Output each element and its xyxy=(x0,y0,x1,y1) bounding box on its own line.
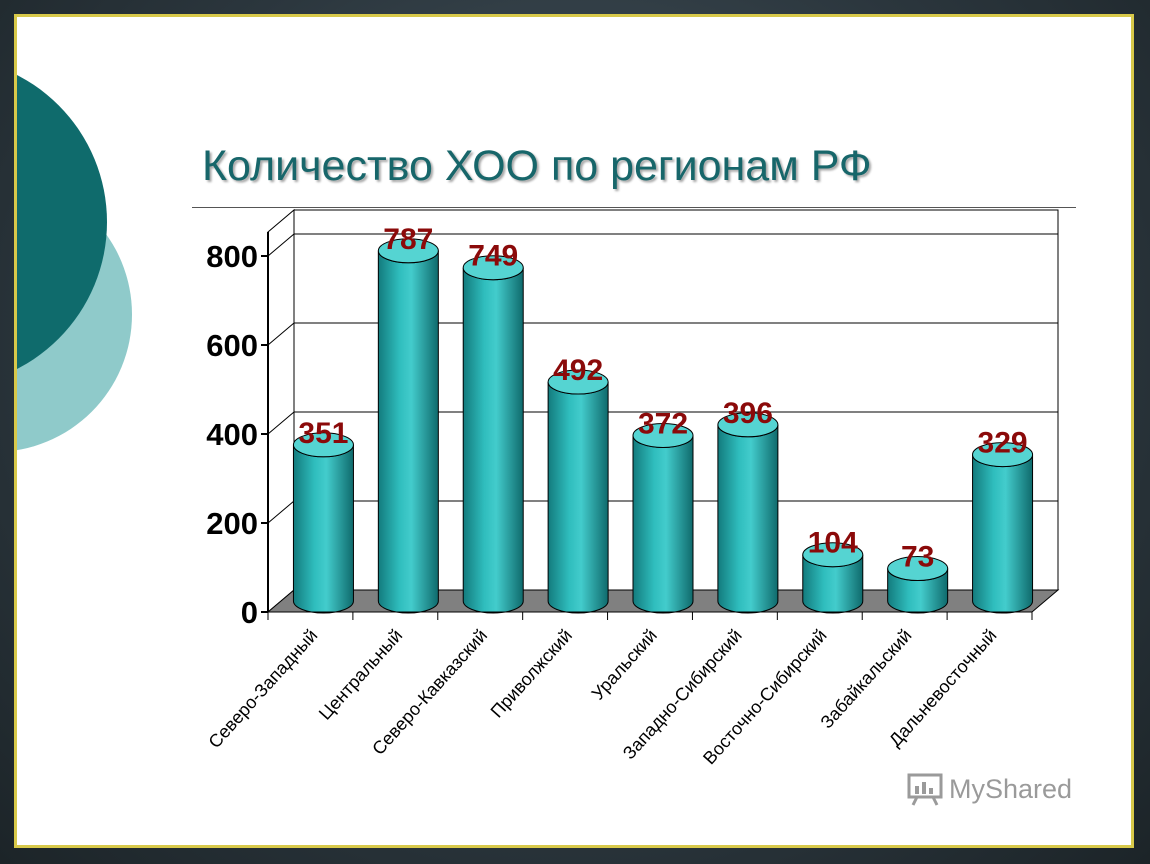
bar-body xyxy=(717,424,779,614)
watermark-text: MyShared xyxy=(949,773,1073,804)
y-tick-label: 600 xyxy=(206,328,258,363)
bar xyxy=(887,556,949,614)
data-label: 396 xyxy=(723,397,773,430)
page-title: Количество ХОО по регионам РФ xyxy=(202,142,872,190)
data-label: 329 xyxy=(978,427,1028,460)
bar xyxy=(462,255,524,614)
bar-top xyxy=(887,556,949,582)
data-label: 787 xyxy=(383,223,433,256)
y-tick-label: 200 xyxy=(206,506,258,541)
data-label: 749 xyxy=(468,240,518,273)
bar-top xyxy=(972,442,1034,468)
bar xyxy=(632,422,694,614)
bar xyxy=(377,238,439,614)
data-label: 104 xyxy=(808,527,858,560)
title-divider xyxy=(192,207,1076,208)
bar-body xyxy=(632,435,694,614)
bar-top xyxy=(802,542,864,568)
y-axis: 0 200 400 600 800 xyxy=(206,232,269,630)
data-label: 492 xyxy=(553,354,603,387)
presentation-icon xyxy=(907,773,943,806)
gridline xyxy=(267,411,1058,435)
gridline xyxy=(267,233,1058,257)
bar-body xyxy=(547,382,609,614)
bar-top xyxy=(717,412,779,438)
bar-top xyxy=(462,255,524,281)
data-label: 73 xyxy=(901,541,934,574)
bar-body xyxy=(292,444,354,614)
data-label: 351 xyxy=(298,417,348,450)
y-tick-label: 400 xyxy=(206,417,258,452)
bar-top xyxy=(377,238,439,264)
x-axis: Северо-ЗападныйЦентральныйСеверо-Кавказс… xyxy=(205,611,1033,768)
bar-top xyxy=(632,422,694,448)
bar-body xyxy=(972,454,1034,614)
chart-side-wall xyxy=(267,208,295,614)
x-tick-label: Приволжский xyxy=(487,625,576,721)
x-tick-label: Центральный xyxy=(315,625,406,723)
bar-top xyxy=(292,432,354,458)
bar-body xyxy=(377,250,439,614)
bar-body xyxy=(462,267,524,614)
bar xyxy=(547,369,609,614)
bar xyxy=(717,412,779,614)
data-label: 372 xyxy=(638,407,688,440)
x-tick-label: Забайкальский xyxy=(816,625,915,732)
x-tick-label: Уральский xyxy=(588,625,661,703)
y-tick-label: 800 xyxy=(206,239,258,274)
bar xyxy=(972,442,1034,614)
gridline xyxy=(267,322,1058,346)
x-tick-label: Северо-Западный xyxy=(205,625,322,752)
bar xyxy=(802,542,864,614)
watermark: MyShared xyxy=(907,772,1072,806)
bars: 351 787 749 492 372 396 104 73 329 xyxy=(292,223,1034,614)
bar-top xyxy=(547,369,609,395)
y-tick-label: 0 xyxy=(241,595,258,630)
bar xyxy=(292,432,354,614)
